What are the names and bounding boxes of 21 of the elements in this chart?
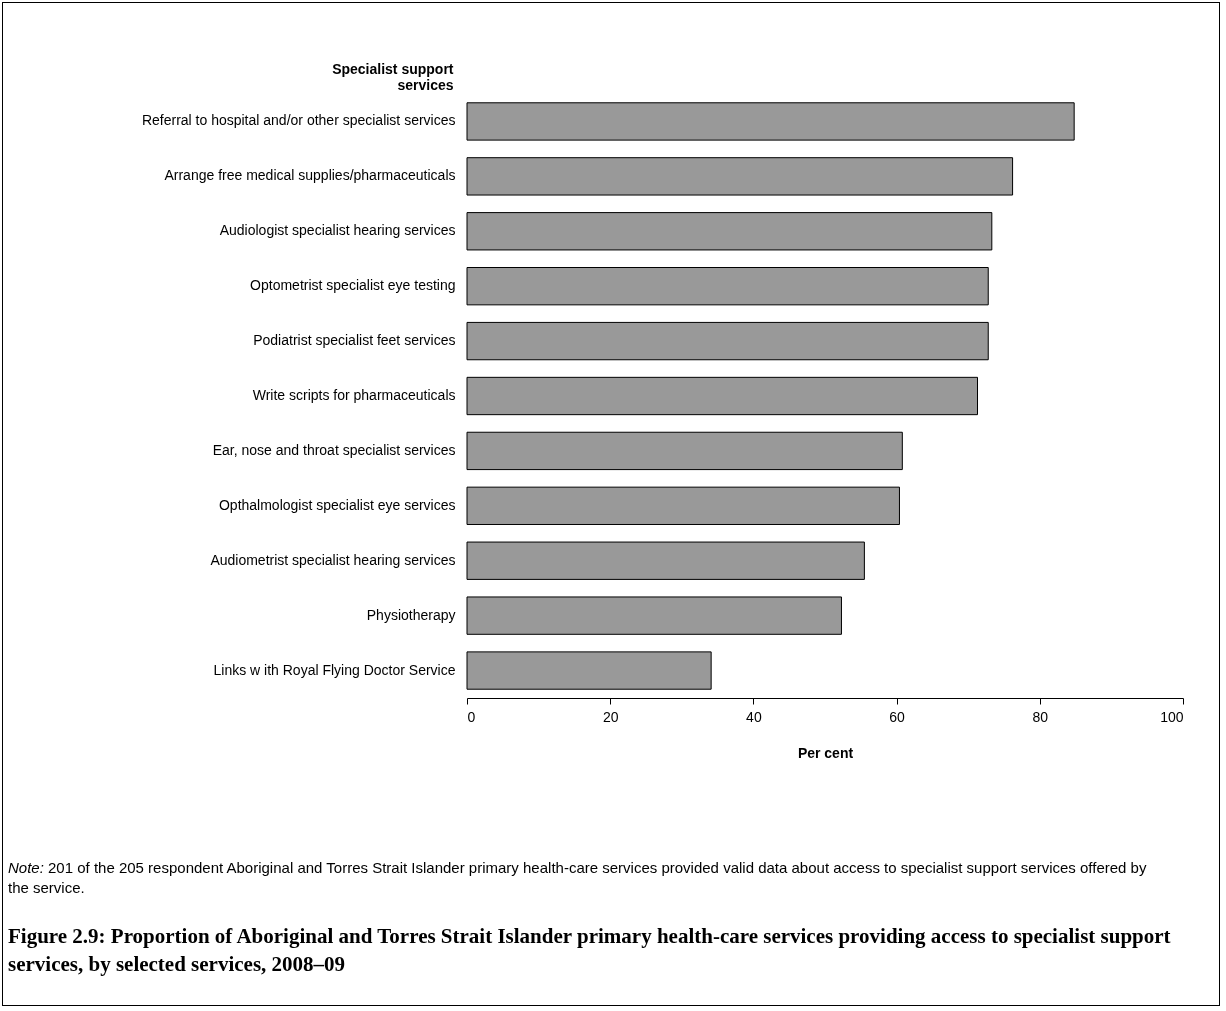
text: Figure 2.9: Proportion of Aboriginal and Torres Strait Islander primary health-care services providing access to specialist support services, by selected services, 2008–09 (8, 923, 1172, 979)
y-tick-label: Links w ith Royal Flying Doctor Service (213, 661, 456, 678)
y-tick-label: Referral to hospital and/or other specialist services (141, 112, 456, 129)
y-tick-label: Optometrist specialist eye testing (250, 277, 456, 294)
x-tick-label: 100 (1160, 708, 1184, 725)
x-tick-label: 40 (746, 708, 762, 725)
y-axis-title: Specialist support services (332, 60, 454, 93)
y-tick-label: Audiometrist specialist hearing services (210, 551, 456, 568)
x-tick-label: 60 (889, 708, 906, 725)
y-tick-label: Arrange free medical supplies/pharmaceuticals (164, 167, 456, 184)
y-tick-label: Physiotherapy (366, 606, 456, 623)
y-tick-label: Audiologist specialist hearing services (219, 222, 456, 239)
x-tick-label: 20 (602, 708, 619, 725)
text: Note: 201 of the 205 respondent Aboriginal and Torres Strait Islander primary health-care services provided valid data about access to specialist support services offered by the service. (8, 858, 1148, 897)
y-tick-label: Podiatrist specialist feet services (253, 332, 456, 349)
y-tick-label: Opthalmologist specialist eye services (218, 496, 456, 513)
x-tick-label: 80 (1032, 708, 1049, 725)
x-tick-label: 0 (467, 708, 476, 725)
x-axis-title: Per cent (797, 744, 854, 761)
y-tick-label: Write scripts for pharmaceuticals (252, 387, 456, 403)
y-tick-label: Ear, nose and throat specialist services (212, 441, 456, 458)
